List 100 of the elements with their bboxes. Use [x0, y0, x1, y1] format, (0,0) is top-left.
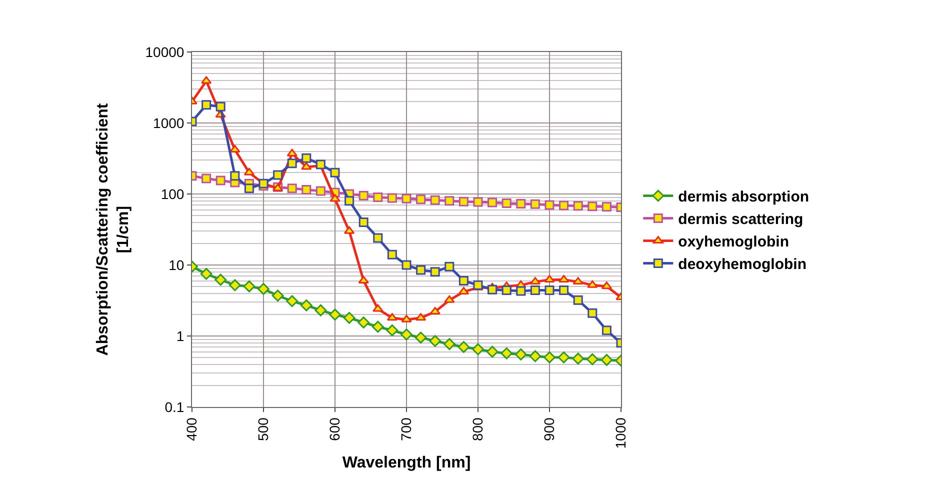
legend-label: dermis absorption — [678, 188, 810, 206]
point — [386, 324, 398, 336]
y-axis-title: Absorption/Scattering coefficient [1/cm] — [94, 102, 132, 356]
point — [430, 267, 440, 277]
point — [414, 332, 427, 344]
point — [302, 184, 312, 194]
y-tick-label: 0.1 — [164, 398, 184, 415]
point — [401, 314, 412, 322]
point — [286, 295, 298, 308]
point — [387, 250, 397, 260]
point — [458, 341, 470, 353]
point — [573, 201, 583, 211]
point — [316, 186, 326, 196]
point — [558, 351, 570, 364]
point — [516, 198, 526, 208]
point — [544, 200, 554, 210]
point — [314, 304, 327, 316]
point — [559, 200, 569, 210]
point — [244, 184, 254, 194]
point — [343, 312, 356, 324]
point — [502, 198, 512, 208]
point — [300, 299, 312, 312]
point — [443, 338, 456, 350]
y-tick-label: 10000 — [145, 44, 184, 60]
y-tick-label: 1000 — [153, 114, 184, 131]
point — [430, 306, 440, 314]
point — [329, 308, 341, 321]
point — [573, 295, 583, 305]
point — [530, 286, 540, 296]
point — [416, 194, 426, 204]
point — [216, 176, 226, 186]
point — [544, 351, 556, 364]
point — [358, 190, 368, 200]
point — [602, 202, 612, 212]
point — [402, 194, 412, 204]
point — [372, 320, 384, 333]
x-tick-label: 1000 — [612, 417, 629, 449]
point — [202, 100, 212, 110]
point — [572, 352, 584, 365]
point — [472, 343, 484, 356]
point — [502, 286, 512, 296]
point — [302, 153, 312, 163]
point — [544, 274, 555, 282]
point — [358, 316, 370, 328]
point — [572, 277, 584, 285]
point — [402, 260, 412, 270]
point — [516, 286, 526, 296]
y-tick-label: 1 — [176, 328, 184, 344]
point — [588, 308, 598, 318]
point — [214, 274, 227, 286]
point — [287, 184, 297, 194]
point — [602, 326, 612, 336]
point — [272, 290, 284, 302]
point — [444, 262, 454, 272]
x-tick-label: 900 — [541, 417, 558, 441]
point — [586, 353, 598, 366]
point — [444, 196, 454, 206]
point — [488, 284, 498, 294]
point — [530, 199, 540, 209]
legend-label: dermis scattering — [678, 211, 804, 228]
point — [387, 193, 397, 203]
point — [216, 102, 226, 112]
point — [258, 282, 270, 295]
point — [373, 233, 383, 243]
point — [430, 195, 440, 205]
point — [273, 170, 283, 180]
point — [330, 168, 340, 178]
point — [544, 286, 554, 296]
point — [358, 218, 368, 227]
point — [373, 192, 383, 202]
point — [243, 280, 256, 292]
y-tick-label: 10 — [168, 256, 184, 273]
x-tick-label: 400 — [184, 417, 200, 441]
point — [529, 350, 542, 362]
point — [200, 268, 212, 280]
point — [458, 276, 468, 286]
point — [286, 148, 298, 156]
point — [514, 348, 527, 360]
legend-label: deoxyhemoglobin — [678, 256, 807, 274]
point — [444, 295, 455, 303]
point — [202, 174, 212, 184]
point — [301, 162, 312, 170]
point — [488, 198, 498, 208]
x-tick-label: 800 — [470, 417, 486, 441]
point — [372, 304, 384, 312]
point — [429, 335, 442, 347]
point — [230, 171, 240, 181]
point — [344, 196, 354, 206]
y-tick-label: 100 — [160, 186, 184, 202]
point — [600, 354, 613, 366]
point — [486, 346, 498, 358]
x-tick-label: 600 — [326, 417, 343, 441]
x-tick-label: 500 — [255, 417, 272, 441]
point — [587, 280, 598, 288]
point — [473, 197, 483, 207]
point — [228, 279, 241, 292]
point — [416, 265, 426, 275]
point — [588, 202, 598, 212]
point — [500, 347, 513, 360]
point — [400, 328, 412, 340]
